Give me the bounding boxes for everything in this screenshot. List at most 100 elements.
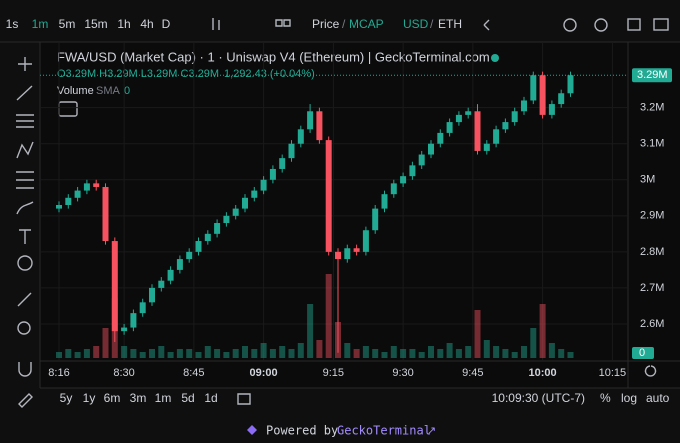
range-button[interactable]: 5d <box>181 391 194 405</box>
candle-body <box>83 183 90 191</box>
fullscreen-icon[interactable] <box>627 18 641 31</box>
x-tick-label: 9:15 <box>323 367 344 379</box>
y-tick-label: 2.9M <box>640 210 664 222</box>
range-button[interactable]: 1d <box>204 391 217 405</box>
mcap-toggle[interactable]: MCAP <box>349 17 384 31</box>
volume-bar <box>558 349 565 358</box>
candle-body <box>56 205 62 209</box>
volume-bar <box>186 349 193 358</box>
candle-body <box>455 114 462 123</box>
usd-toggle[interactable]: USD <box>403 17 429 31</box>
candle-body <box>511 111 518 123</box>
interval-button[interactable]: 1h <box>117 17 130 31</box>
volume-bar <box>251 349 258 358</box>
volume-bar <box>548 343 555 358</box>
candle-body <box>418 154 425 166</box>
tool-fib[interactable] <box>16 171 34 189</box>
volume-bar <box>158 346 165 358</box>
volume-bar <box>567 352 574 358</box>
last-price-label: 3.29M <box>637 69 668 81</box>
top-icons[interactable] <box>58 18 669 435</box>
volume-bar <box>316 340 323 358</box>
candle-body <box>437 132 444 144</box>
candle-body <box>232 208 239 216</box>
volume-bar <box>521 346 527 358</box>
candle-body <box>297 129 304 144</box>
interval-button[interactable]: 1s <box>6 17 19 31</box>
candle-body <box>335 251 341 260</box>
indicators-icon[interactable] <box>275 19 291 27</box>
tool-cross[interactable] <box>18 57 32 71</box>
tool-brush[interactable] <box>16 201 34 215</box>
candle-body <box>65 197 72 205</box>
tool-edit[interactable] <box>18 393 33 408</box>
brand-link[interactable]: GeckoTerminal <box>337 424 431 438</box>
tool-lines[interactable] <box>16 114 34 128</box>
candle-icon[interactable] <box>212 18 220 30</box>
candle-body <box>74 190 81 198</box>
date-range-icon[interactable] <box>237 393 251 405</box>
volume-bar <box>149 349 155 358</box>
axis-settings-icon[interactable] <box>644 365 657 377</box>
tool-zoom[interactable] <box>17 321 31 335</box>
range-button[interactable]: 5y <box>60 391 73 405</box>
interval-button[interactable]: 5m <box>59 17 76 31</box>
range-button[interactable]: 3m <box>130 391 147 405</box>
candle-body <box>502 122 509 130</box>
candle-body <box>204 233 211 242</box>
y-tick-label: 3.1M <box>640 138 664 150</box>
candle-body <box>400 176 407 184</box>
tool-line[interactable] <box>16 85 33 101</box>
volume-bar <box>390 346 397 358</box>
tool-pattern[interactable] <box>16 141 34 159</box>
interval-button[interactable]: 1m <box>32 17 49 31</box>
volume-bar <box>279 346 286 358</box>
candle-body <box>530 75 537 101</box>
tool-magnet[interactable] <box>18 362 32 377</box>
volume-bar <box>130 349 137 358</box>
range-button[interactable]: 1m <box>155 391 172 405</box>
eth-toggle[interactable]: ETH <box>438 17 462 31</box>
settings-icon[interactable] <box>594 18 608 32</box>
undo-icon[interactable] <box>483 19 490 31</box>
volume-bar <box>242 346 248 358</box>
volume-bar <box>344 343 351 358</box>
tool-text[interactable] <box>19 229 31 244</box>
volume-bar <box>56 352 62 358</box>
candle-body <box>139 302 146 314</box>
sma-label: SMA <box>96 85 121 97</box>
camera-icon[interactable] <box>653 18 669 31</box>
candle-body <box>93 183 100 187</box>
x-tick-label: 8:45 <box>183 367 204 379</box>
price-toggle[interactable]: Price <box>312 17 340 31</box>
volume-bar <box>232 349 239 358</box>
candle-body <box>465 111 472 115</box>
footer-logo <box>247 425 257 435</box>
volume-bar <box>539 304 546 358</box>
volume-bar <box>83 349 90 358</box>
chart-title: FWA/USD (Market Cap) · 1 · Uniswap V4 (E… <box>57 49 490 64</box>
alert-icon[interactable] <box>563 18 577 32</box>
range-button[interactable]: 6m <box>104 391 121 405</box>
candle-body <box>242 197 248 209</box>
side-tools[interactable] <box>16 57 34 408</box>
x-tick-label: 9:30 <box>392 367 413 379</box>
candle-body <box>344 248 351 260</box>
auto-toggle[interactable]: auto <box>646 391 670 405</box>
log-toggle[interactable]: log <box>621 391 637 405</box>
candle-body <box>269 168 276 180</box>
toggle-sep: / <box>342 17 346 31</box>
range-button[interactable]: 1y <box>83 391 96 405</box>
interval-button[interactable]: 15m <box>84 17 107 31</box>
interval-button[interactable]: D <box>162 17 171 31</box>
volume-bar <box>474 310 481 358</box>
tool-ruler[interactable] <box>17 292 32 307</box>
volume-bar <box>204 346 211 358</box>
volume-bar <box>93 346 100 358</box>
tool-emoji[interactable] <box>17 255 33 271</box>
interval-button[interactable]: 4h <box>140 17 153 31</box>
percent-toggle[interactable]: % <box>600 391 611 405</box>
volume-bar <box>502 349 509 358</box>
volume-bar <box>372 349 379 358</box>
candle-body <box>316 111 323 141</box>
